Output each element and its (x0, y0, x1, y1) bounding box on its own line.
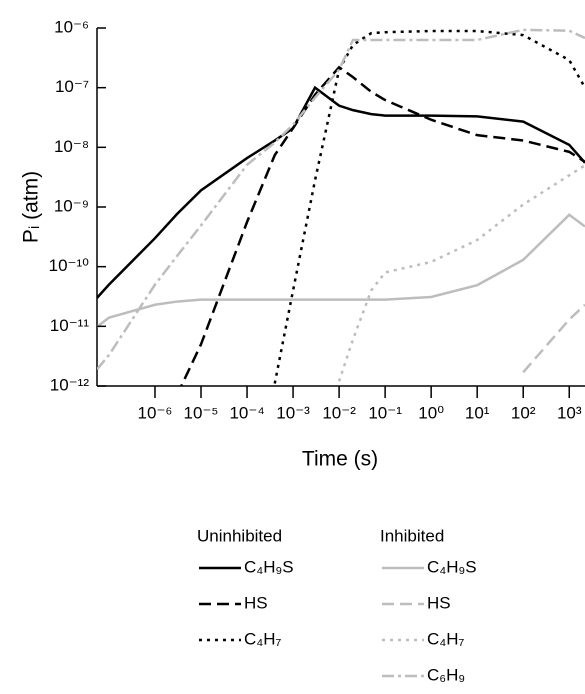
legend-label: HS (244, 593, 268, 612)
legend-title: Uninhibited (197, 526, 282, 545)
x-tick-label: 10⁻² (322, 403, 356, 422)
x-tick-label: 10² (511, 403, 536, 422)
legend-label: C₄H₇ (427, 629, 464, 648)
x-tick-label: 10⁻¹ (368, 403, 402, 422)
series-line (273, 29, 585, 384)
series-line (97, 85, 585, 299)
series-line (522, 303, 585, 374)
x-tick-label: 10⁻⁵ (184, 403, 219, 422)
x-tick-label: 10⁻³ (276, 403, 310, 422)
y-tick-label: 10⁻⁷ (55, 77, 89, 96)
x-tick-label: 10¹ (465, 403, 490, 422)
y-tick-label: 10⁻⁸ (54, 137, 89, 156)
legend-label: C₆H₉ (427, 665, 465, 684)
series-line (97, 213, 585, 328)
x-axis-title: Time (s) (302, 448, 378, 471)
legend-label: C₄H₉S (244, 557, 294, 576)
y-axis-title: Pᵢ (atm) (20, 171, 43, 243)
x-tick-label: 10⁻⁴ (229, 403, 264, 422)
x-tick-label: 10⁻⁶ (138, 403, 173, 422)
legend-label: HS (427, 593, 451, 612)
y-tick-label: 10⁻¹² (50, 375, 90, 394)
series-line (337, 164, 585, 382)
x-tick-label: 10³ (557, 403, 582, 422)
series-line (179, 65, 585, 386)
legend-label: C₄H₇ (244, 629, 281, 648)
y-tick-label: 10⁻¹¹ (50, 316, 90, 335)
plot-area (97, 28, 585, 386)
y-tick-label: 10⁻¹⁰ (49, 256, 90, 275)
x-tick-label: 10⁰ (418, 403, 444, 422)
series-line (97, 28, 585, 371)
y-tick-label: 10⁻⁹ (54, 196, 89, 215)
legend-title: Inhibited (380, 526, 444, 545)
legend-label: C₄H₉S (427, 557, 477, 576)
y-tick-label: 10⁻⁶ (54, 17, 89, 36)
